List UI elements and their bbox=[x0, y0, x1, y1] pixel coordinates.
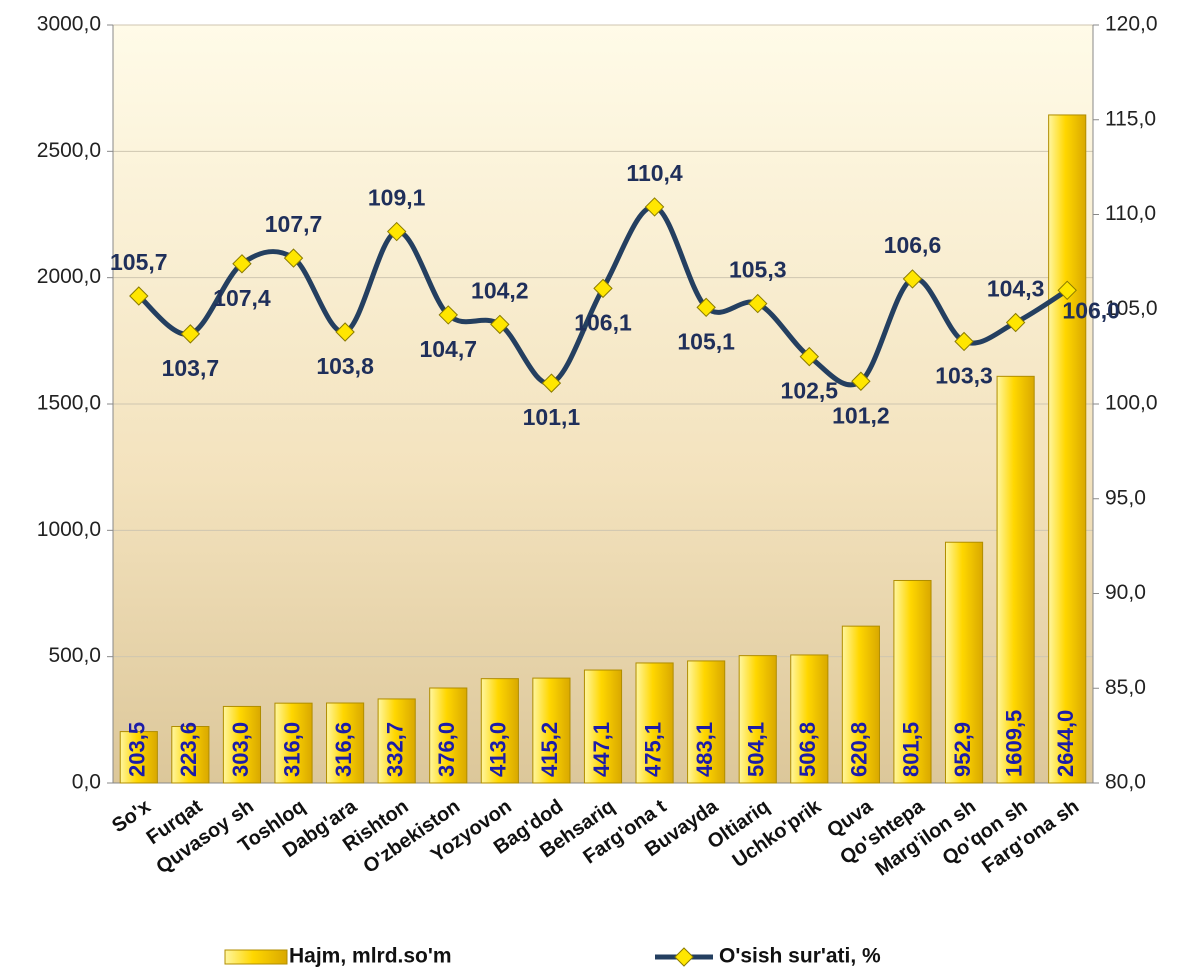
line-marker bbox=[851, 371, 871, 391]
line-value-label: 106,1 bbox=[574, 309, 632, 335]
bar bbox=[841, 625, 880, 784]
line-marker bbox=[696, 297, 716, 318]
line-marker bbox=[438, 305, 458, 325]
bar bbox=[635, 662, 674, 784]
line-value-label: 104,7 bbox=[419, 336, 477, 362]
y2-tick-label: 90,0 bbox=[1105, 581, 1146, 604]
bar bbox=[429, 687, 468, 784]
y2-tick-label: 105,0 bbox=[1105, 297, 1158, 320]
bar-value-label: 2644,0 bbox=[1053, 710, 1078, 777]
line-value-label: 109,1 bbox=[368, 185, 426, 211]
line-value-label: 101,1 bbox=[523, 404, 581, 430]
bar bbox=[687, 660, 726, 784]
y-tick-label: 1500,0 bbox=[37, 392, 101, 415]
bar-value-label: 1609,5 bbox=[1001, 710, 1026, 777]
bar bbox=[1048, 114, 1087, 784]
y2-tick-label: 100,0 bbox=[1105, 392, 1158, 415]
bar bbox=[944, 541, 984, 784]
legend-label: O'sish sur'ati, % bbox=[719, 945, 881, 968]
line-value-label: 103,3 bbox=[935, 363, 993, 389]
line-value-label: 105,3 bbox=[729, 257, 787, 283]
bar-value-label: 332,7 bbox=[382, 722, 407, 777]
line-marker bbox=[902, 269, 923, 289]
line-marker bbox=[799, 346, 820, 367]
y2-tick-label: 80,0 bbox=[1105, 771, 1146, 794]
bar bbox=[893, 579, 932, 784]
bar bbox=[532, 677, 571, 784]
line-value-label: 106,6 bbox=[884, 232, 942, 258]
bar-value-label: 475,1 bbox=[640, 722, 665, 777]
y2-tick-label: 120,0 bbox=[1105, 13, 1158, 36]
y2-tick-label: 85,0 bbox=[1105, 676, 1146, 699]
legend-swatch bbox=[224, 949, 288, 965]
line-value-label: 103,7 bbox=[162, 355, 220, 381]
bar-value-label: 376,0 bbox=[434, 722, 459, 777]
bar bbox=[274, 702, 313, 784]
line-marker bbox=[748, 293, 768, 314]
line-value-label: 107,4 bbox=[213, 285, 271, 311]
bar-value-label: 447,1 bbox=[589, 722, 614, 777]
bar-value-label: 504,1 bbox=[744, 722, 769, 777]
bar-value-label: 223,6 bbox=[176, 722, 201, 777]
line-value-label: 101,2 bbox=[832, 402, 890, 428]
line-value-label: 107,7 bbox=[265, 211, 323, 237]
line-marker bbox=[386, 221, 407, 242]
bar bbox=[996, 375, 1035, 784]
y-tick-label: 2000,0 bbox=[37, 265, 101, 288]
line-value-label: 104,3 bbox=[987, 276, 1045, 302]
line-value-label: 102,5 bbox=[781, 378, 839, 404]
bar bbox=[171, 726, 210, 784]
line-value-label: 105,1 bbox=[677, 328, 735, 354]
line-marker bbox=[593, 278, 613, 299]
y-tick-label: 1000,0 bbox=[37, 518, 101, 541]
line-marker bbox=[129, 286, 149, 306]
line-value-label: 110,4 bbox=[626, 160, 682, 186]
bar bbox=[377, 698, 416, 784]
line-value-label: 104,2 bbox=[471, 277, 529, 303]
bar bbox=[119, 731, 158, 784]
line-marker bbox=[644, 197, 665, 217]
line-marker bbox=[954, 331, 974, 352]
y-tick-label: 0,0 bbox=[72, 771, 101, 794]
bar-value-label: 620,8 bbox=[847, 722, 872, 777]
legend-label: Hajm, mlrd.so'm bbox=[289, 945, 452, 968]
bar-value-label: 415,2 bbox=[537, 722, 562, 777]
bar-value-label: 413,0 bbox=[486, 722, 511, 777]
line-marker bbox=[490, 314, 510, 335]
legend-marker bbox=[674, 947, 694, 967]
line-value-label: 103,8 bbox=[316, 353, 374, 379]
y2-tick-label: 95,0 bbox=[1105, 486, 1146, 509]
bar-value-label: 303,0 bbox=[228, 722, 253, 777]
y2-tick-label: 115,0 bbox=[1105, 107, 1156, 130]
line-marker bbox=[1057, 280, 1077, 301]
bar bbox=[738, 655, 777, 784]
bar-value-label: 952,9 bbox=[950, 722, 975, 777]
line-marker bbox=[1005, 312, 1026, 333]
y-tick-label: 3000,0 bbox=[37, 13, 101, 36]
line-marker bbox=[232, 254, 252, 274]
line-marker bbox=[335, 322, 355, 342]
bar-value-label: 483,1 bbox=[692, 722, 717, 777]
y-tick-label: 500,0 bbox=[48, 644, 101, 667]
y-tick-label: 2500,0 bbox=[37, 139, 101, 162]
bar bbox=[583, 669, 623, 784]
bar bbox=[480, 678, 519, 784]
line-value-label: 106,0 bbox=[1062, 297, 1120, 323]
line-marker bbox=[283, 248, 304, 268]
bar-value-label: 316,0 bbox=[279, 722, 304, 777]
bar-value-label: 203,5 bbox=[125, 722, 150, 777]
line-value-label: 105,7 bbox=[110, 249, 168, 275]
bar-value-label: 506,8 bbox=[795, 722, 820, 777]
bar-value-label: 801,5 bbox=[898, 722, 923, 777]
bar bbox=[790, 654, 829, 784]
bar bbox=[222, 705, 262, 784]
line-marker bbox=[180, 324, 201, 344]
y2-tick-label: 110,0 bbox=[1105, 202, 1156, 225]
line-marker bbox=[541, 373, 562, 393]
bar bbox=[326, 702, 365, 784]
bar-value-label: 316,6 bbox=[331, 722, 356, 777]
